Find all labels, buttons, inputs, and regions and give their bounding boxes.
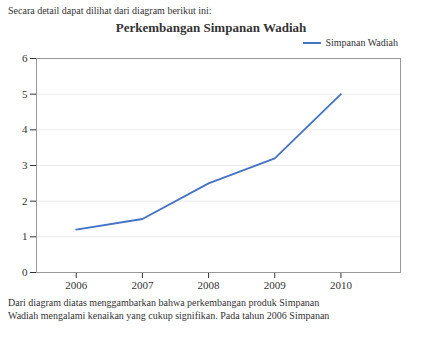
html-text:Perkembangan Simpanan Wadiah: Perkembangan Simpanan Wadiah (115, 20, 307, 35)
html-text:Wadiah mengalami kenaikan yang: Wadiah mengalami kenaikan yang cukup sig… (8, 310, 330, 321)
svg-text:5: 5 (22, 88, 28, 100)
svg-text:4: 4 (22, 123, 28, 135)
svg-text:1: 1 (22, 230, 28, 242)
svg-text:2010: 2010 (330, 279, 353, 291)
html-text:Dari diagram diatas menggambar: Dari diagram diatas menggambarkan bahwa … (8, 297, 320, 308)
svg-text:2008: 2008 (198, 279, 221, 291)
svg-text:0: 0 (22, 266, 28, 278)
svg-text:3: 3 (22, 159, 28, 171)
html-text:Secara detail dapat dilihat da: Secara detail dapat dilihat dari diagram… (8, 5, 212, 16)
svg-text:6: 6 (22, 52, 28, 64)
svg-text:2009: 2009 (264, 279, 287, 291)
html-text:Simpanan Wadiah: Simpanan Wadiah (325, 37, 398, 48)
svg-text:2006: 2006 (65, 279, 88, 291)
svg-text:2007: 2007 (131, 279, 154, 291)
svg-text:2: 2 (22, 195, 28, 207)
